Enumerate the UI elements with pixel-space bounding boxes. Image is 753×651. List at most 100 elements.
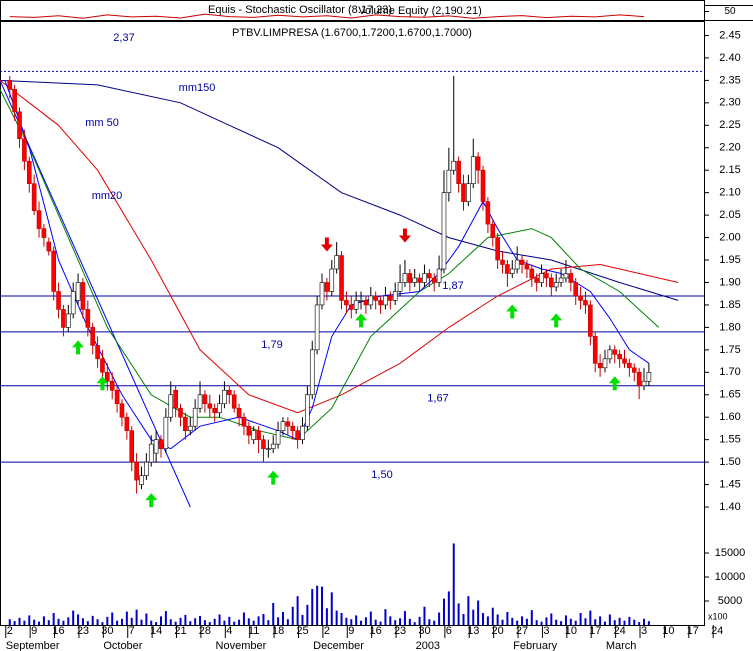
candle-body <box>305 394 310 427</box>
volume-bar <box>62 620 65 625</box>
y-tick-label: 2.40 <box>719 52 740 64</box>
volume-bar <box>321 586 324 625</box>
volume-bar <box>413 622 416 625</box>
candle-body <box>134 461 139 481</box>
y-tick-label: 1.45 <box>719 478 740 490</box>
volume-bar <box>608 614 611 625</box>
candle-body <box>319 282 325 306</box>
month-label: September <box>6 640 60 651</box>
candle-body <box>114 389 120 405</box>
candle-body <box>266 448 271 450</box>
candle-body <box>348 304 354 310</box>
candle-body <box>539 273 544 283</box>
volume-bar <box>160 616 163 625</box>
candle-body <box>456 160 461 184</box>
volume-bar <box>511 617 514 625</box>
volume-bar <box>311 589 314 625</box>
x-tick-label: 13 <box>467 625 479 637</box>
candle-body <box>422 273 427 283</box>
buy-signal <box>72 340 85 355</box>
candle-body <box>148 443 154 463</box>
candle-body <box>246 425 252 436</box>
candle-body <box>558 277 564 283</box>
volume-bar <box>628 616 631 625</box>
month-label: February <box>513 640 558 651</box>
candle-body <box>66 313 71 328</box>
y-tick-label: 1.60 <box>719 411 740 423</box>
volume-bar <box>345 617 348 625</box>
candle-body <box>509 268 515 274</box>
volume-bar <box>281 612 284 625</box>
volume-bar <box>91 615 94 625</box>
volume-bar <box>355 615 358 625</box>
candle-body <box>300 425 305 440</box>
candle-body <box>222 389 227 405</box>
month-label: November <box>216 640 267 651</box>
volume-bar <box>545 617 548 625</box>
volume-bar <box>125 611 128 625</box>
candle-body <box>597 363 603 369</box>
volume-bar <box>223 620 226 625</box>
x-tick-label: 27 <box>516 625 528 637</box>
y-tick-label: 1.70 <box>719 366 740 378</box>
volume-bar <box>535 620 538 625</box>
candle-body <box>90 327 95 346</box>
candle-body <box>231 394 237 409</box>
volume-bar <box>47 620 50 625</box>
oscillator-frame <box>0 0 705 21</box>
moving-average <box>0 79 679 301</box>
y-tick-label: 1.40 <box>719 501 740 513</box>
volume-bar <box>81 618 84 625</box>
x-tick-label: 24 <box>613 625 625 637</box>
moving-average <box>4 80 650 450</box>
candle-body <box>61 309 66 328</box>
candle-body <box>470 156 476 184</box>
volume-bar <box>521 616 524 625</box>
candle-body <box>95 345 100 360</box>
candle-body <box>119 403 125 418</box>
x-tick-label: 16 <box>370 625 382 637</box>
x-tick-label: 2 <box>324 625 330 637</box>
month-label: 2003 <box>416 640 440 651</box>
volume-bar <box>638 622 641 625</box>
candle-body <box>51 250 56 292</box>
candle-body <box>168 394 174 418</box>
candle-body <box>309 349 315 396</box>
candle-body <box>241 416 247 427</box>
level-label: 1,79 <box>261 339 282 351</box>
buy-signal <box>145 493 158 508</box>
candle-body <box>592 336 598 364</box>
volume-bar <box>462 613 465 625</box>
y-tick-label: 10000 <box>715 571 746 583</box>
y-tick-label: 1.95 <box>719 254 740 266</box>
candle-body <box>100 358 105 373</box>
volume-bar <box>403 611 406 625</box>
volume-bar <box>569 618 572 625</box>
candle-body <box>617 354 622 360</box>
volume-bar <box>491 607 494 625</box>
x-tick-label: 3 <box>641 625 647 637</box>
volume-bar <box>325 608 328 625</box>
volume-bar <box>452 543 455 625</box>
candle-body <box>436 268 442 283</box>
volume-bar <box>364 617 367 625</box>
volume-bar <box>174 621 177 625</box>
candle-body <box>344 300 349 306</box>
candle-body <box>588 304 593 337</box>
candle-body <box>519 259 525 265</box>
volume-bar <box>238 619 241 625</box>
candle-body <box>290 425 296 431</box>
x-tick-label: 20 <box>492 625 504 637</box>
x-tick-label: 30 <box>101 625 113 637</box>
volume-bar <box>550 613 553 625</box>
volume-bar <box>199 615 202 625</box>
volume-bar <box>599 616 602 625</box>
candle-body <box>75 282 81 301</box>
volume-bar <box>579 613 582 625</box>
candle-body <box>607 349 613 360</box>
x-tick-label: 2 <box>7 625 13 637</box>
candle-body <box>56 291 61 310</box>
y-tick-label: 2.30 <box>719 97 740 109</box>
volume-bar <box>194 618 197 625</box>
volume-bar <box>389 616 392 625</box>
